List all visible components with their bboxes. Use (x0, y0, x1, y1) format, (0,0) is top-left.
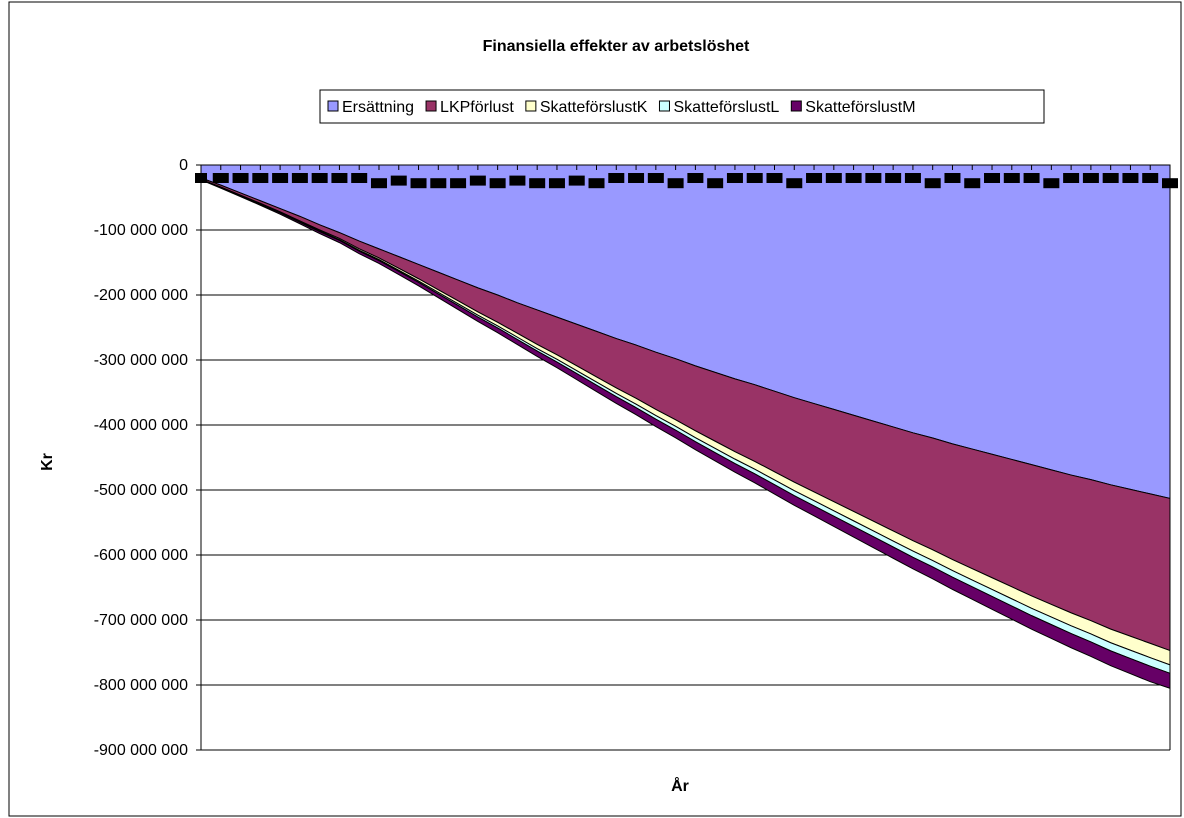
marker-point (647, 173, 664, 183)
marker-point (489, 178, 506, 189)
legend-label: Ersättning (342, 99, 414, 116)
legend-label: LKPförlust (440, 99, 514, 116)
marker-point (351, 173, 368, 183)
legend-label: SkatteförslustK (540, 99, 648, 116)
marker-point (272, 173, 289, 183)
y-axis-title: Kr (39, 453, 56, 471)
marker-point (1003, 173, 1020, 183)
marker-point (924, 178, 941, 189)
marker-point (1142, 173, 1159, 183)
marker-point (588, 178, 605, 189)
marker-point (450, 178, 467, 189)
marker-point (885, 173, 902, 183)
marker-point (726, 173, 743, 183)
marker-point (291, 173, 308, 183)
marker-point (806, 173, 823, 183)
chart-title: Finansiella effekter av arbetslöshet (483, 38, 750, 55)
marker-point (944, 173, 961, 183)
marker-point (252, 173, 269, 183)
y-tick-label: -600 000 000 (94, 547, 188, 564)
legend-swatch (425, 100, 437, 112)
marker-point (390, 175, 407, 186)
y-tick-label: -300 000 000 (94, 352, 188, 369)
marker-point (529, 178, 546, 189)
marker-point (746, 173, 763, 183)
marker-point (370, 178, 387, 189)
marker-point (1082, 173, 1099, 183)
marker-point (766, 173, 783, 183)
area-layers (200, 164, 1171, 689)
y-tick-label: -400 000 000 (94, 417, 188, 434)
marker-point (1043, 178, 1060, 189)
marker-point (469, 175, 486, 186)
marker-point (845, 173, 862, 183)
y-tick-label: -100 000 000 (94, 222, 188, 239)
y-tick-label: -500 000 000 (94, 482, 188, 499)
marker-point (430, 178, 447, 189)
legend-box (319, 89, 1045, 124)
axes (200, 164, 1171, 751)
marker-point (311, 173, 328, 183)
x-axis-title: År (671, 776, 689, 795)
marker-point (984, 173, 1001, 183)
y-tick-label: -200 000 000 (94, 287, 188, 304)
marker-point (687, 173, 704, 183)
marker-point (865, 173, 882, 183)
legend-label: SkatteförslustM (805, 99, 915, 116)
legend-label: SkatteförslustL (673, 99, 779, 116)
marker-point (904, 173, 921, 183)
marker-point (786, 178, 803, 189)
marker-point (825, 173, 842, 183)
marker-point (212, 173, 229, 183)
y-tick-label: -900 000 000 (94, 742, 188, 759)
y-axis-ticks: 0 -100 000 000 -200 000 000 -300 000 000 -40… (94, 157, 201, 759)
marker-point (667, 178, 684, 189)
legend-swatch (327, 100, 339, 112)
marker-point (232, 173, 249, 183)
legend-swatch (525, 100, 537, 112)
legend-swatch (790, 100, 802, 112)
legend-swatch (658, 100, 670, 112)
marker-point (707, 178, 724, 189)
marker-point (331, 173, 348, 183)
marker-point (964, 178, 981, 189)
marker-series (195, 173, 1178, 189)
marker-point (1122, 173, 1139, 183)
marker-point (509, 175, 526, 186)
marker-point (568, 175, 585, 186)
marker-point (1023, 173, 1040, 183)
marker-point (1063, 173, 1080, 183)
marker-point (1102, 173, 1119, 183)
y-tick-label: -800 000 000 (94, 677, 188, 694)
legend: Ersättning LKPförlust SkatteförslustK Skatt… (319, 89, 1045, 124)
marker-point (410, 178, 427, 189)
y-tick-label: -700 000 000 (94, 612, 188, 629)
marker-point (548, 178, 565, 189)
marker-point (628, 173, 645, 183)
marker-point (608, 173, 625, 183)
y-tick-label: 0 (179, 157, 188, 174)
